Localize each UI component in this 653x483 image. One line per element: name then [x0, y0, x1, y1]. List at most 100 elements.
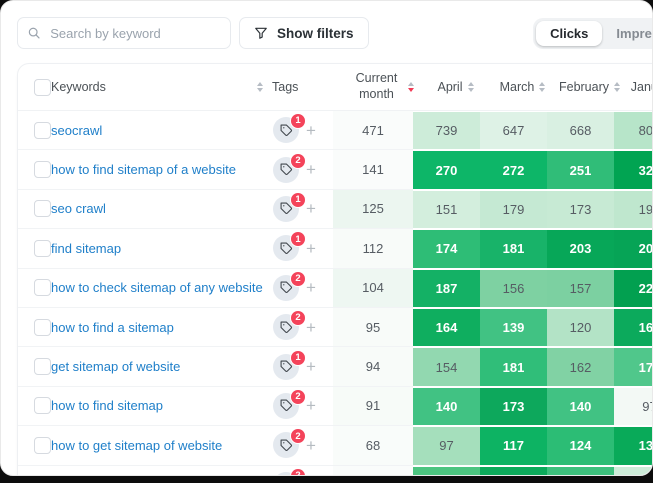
search-input[interactable] [48, 24, 220, 42]
sort-icon-current-month[interactable] [407, 82, 414, 92]
tags-cell: 1 + [263, 190, 333, 230]
month-cell: 120 [547, 307, 614, 348]
select-all-checkbox[interactable] [34, 78, 51, 96]
table-row: find sitemap 1 + 112 174 181 203 207 [18, 229, 652, 269]
month-cell [614, 465, 652, 475]
keyword-link[interactable]: seo crawl [51, 201, 106, 217]
tag-icon [280, 281, 292, 294]
row-checkbox[interactable] [34, 279, 51, 297]
search-box[interactable] [17, 17, 231, 49]
add-tag-button[interactable]: + [306, 396, 316, 416]
tag-button[interactable]: 1 [273, 191, 306, 222]
row-checkbox[interactable] [34, 121, 51, 139]
sort-icon-march[interactable] [539, 82, 546, 92]
current-month-cell: 91 [333, 386, 413, 427]
keyword-cell [51, 466, 263, 475]
keyword-cell: seocrawl [51, 111, 263, 151]
current-month-cell: 125 [333, 189, 413, 230]
row-checkbox-cell [18, 347, 51, 387]
current-month-cell: 141 [333, 150, 413, 190]
add-tag-button[interactable]: + [306, 278, 316, 298]
header-april-label: April [437, 80, 463, 94]
month-cell: 167 [614, 307, 652, 348]
header-current-month[interactable]: Current month [342, 64, 422, 110]
month-cell: 207 [614, 229, 652, 269]
header-month-april[interactable]: April [422, 64, 489, 110]
tag-icon [280, 124, 292, 136]
keyword-link[interactable]: how to find sitemap [51, 398, 164, 414]
keyword-link[interactable]: how to check sitemap of any website [51, 280, 263, 296]
tag-button[interactable]: 1 [273, 349, 306, 380]
keyword-link[interactable]: how to get sitemap of website [51, 437, 223, 453]
keyword-link[interactable]: how to find sitemap of a website [51, 162, 236, 178]
table-header-row: Keywords Tags Current month April March … [18, 64, 652, 111]
keyword-link[interactable]: find sitemap [51, 240, 122, 256]
row-checkbox[interactable] [34, 161, 51, 179]
filter-funnel-icon [255, 27, 267, 39]
header-february-label: February [558, 80, 610, 94]
row-checkbox-cell [18, 387, 51, 427]
tag-icon [280, 203, 292, 215]
month-cell: 162 [547, 347, 614, 387]
tag-button[interactable]: 2 [273, 270, 306, 301]
row-checkbox[interactable] [34, 239, 51, 257]
tag-icon [280, 439, 292, 451]
add-tag-button[interactable]: + [306, 435, 316, 455]
add-tag-button[interactable]: + [306, 317, 316, 337]
header-january-label: January [630, 80, 652, 94]
add-tag-button[interactable]: + [306, 357, 316, 377]
keyword-cell: how to find a sitemap [51, 308, 263, 348]
current-month-cell: 94 [333, 347, 413, 387]
header-month-march[interactable]: March [489, 64, 556, 110]
tag-button[interactable]: 2 [273, 152, 306, 183]
show-filters-label: Show filters [277, 25, 354, 41]
table-row: how to get sitemap of website 2 + 68 97 … [18, 426, 652, 466]
toggle-impressions[interactable]: Impressions [616, 25, 652, 41]
month-cell [413, 465, 480, 475]
tag-button[interactable]: 2 [273, 467, 306, 475]
keyword-link[interactable]: get sitemap of website [51, 359, 181, 375]
tag-button[interactable]: 2 [273, 388, 306, 419]
row-checkbox[interactable] [34, 358, 51, 376]
keyword-cell: get sitemap of website [51, 347, 263, 387]
table-row: get sitemap of website 1 + 94 154 181 16… [18, 347, 652, 387]
add-tag-button[interactable]: + [306, 238, 316, 258]
tag-button[interactable]: 1 [273, 113, 306, 144]
add-tag-button[interactable]: + [306, 120, 316, 140]
toggle-clicks[interactable]: Clicks [536, 20, 603, 46]
sort-icon-april[interactable] [467, 82, 474, 92]
table-row: 2 + [18, 465, 652, 475]
header-march-label: March [499, 80, 535, 94]
sort-icon-keywords[interactable] [257, 82, 263, 92]
keywords-table-card: Keywords Tags Current month April March … [17, 63, 652, 475]
keyword-link[interactable]: seocrawl [51, 122, 103, 138]
row-checkbox[interactable] [34, 318, 51, 336]
tag-button[interactable]: 2 [273, 428, 306, 459]
show-filters-button[interactable]: Show filters [239, 17, 369, 49]
header-month-january[interactable]: January [623, 64, 652, 110]
tag-count-badge: 2 [290, 270, 306, 287]
month-cell: 181 [480, 229, 547, 269]
row-checkbox-cell [18, 426, 51, 466]
tag-count-badge: 2 [290, 388, 306, 405]
row-checkbox[interactable] [34, 200, 51, 218]
month-cell: 97 [614, 386, 652, 427]
keyword-link[interactable]: how to find a sitemap [51, 319, 174, 335]
add-tag-button[interactable]: + [306, 160, 316, 180]
table-row: how to find sitemap 2 + 91 140 173 140 9… [18, 386, 652, 427]
row-checkbox[interactable] [34, 397, 51, 415]
row-checkbox[interactable] [34, 436, 51, 454]
view-toggle: Clicks Impressions [533, 17, 652, 49]
tags-cell: 2 + [263, 150, 333, 190]
month-cell: 181 [480, 347, 547, 387]
month-cell: 807 [614, 111, 652, 151]
sort-icon-february[interactable] [614, 82, 621, 92]
tag-button[interactable]: 2 [273, 310, 306, 341]
header-current-month-label: Current month [355, 71, 398, 101]
tags-cell: 1 + [263, 229, 333, 269]
tag-button[interactable]: 1 [273, 231, 306, 262]
header-month-february[interactable]: February [556, 64, 623, 110]
add-tag-button[interactable]: + [306, 199, 316, 219]
header-keywords[interactable]: Keywords [51, 64, 269, 110]
